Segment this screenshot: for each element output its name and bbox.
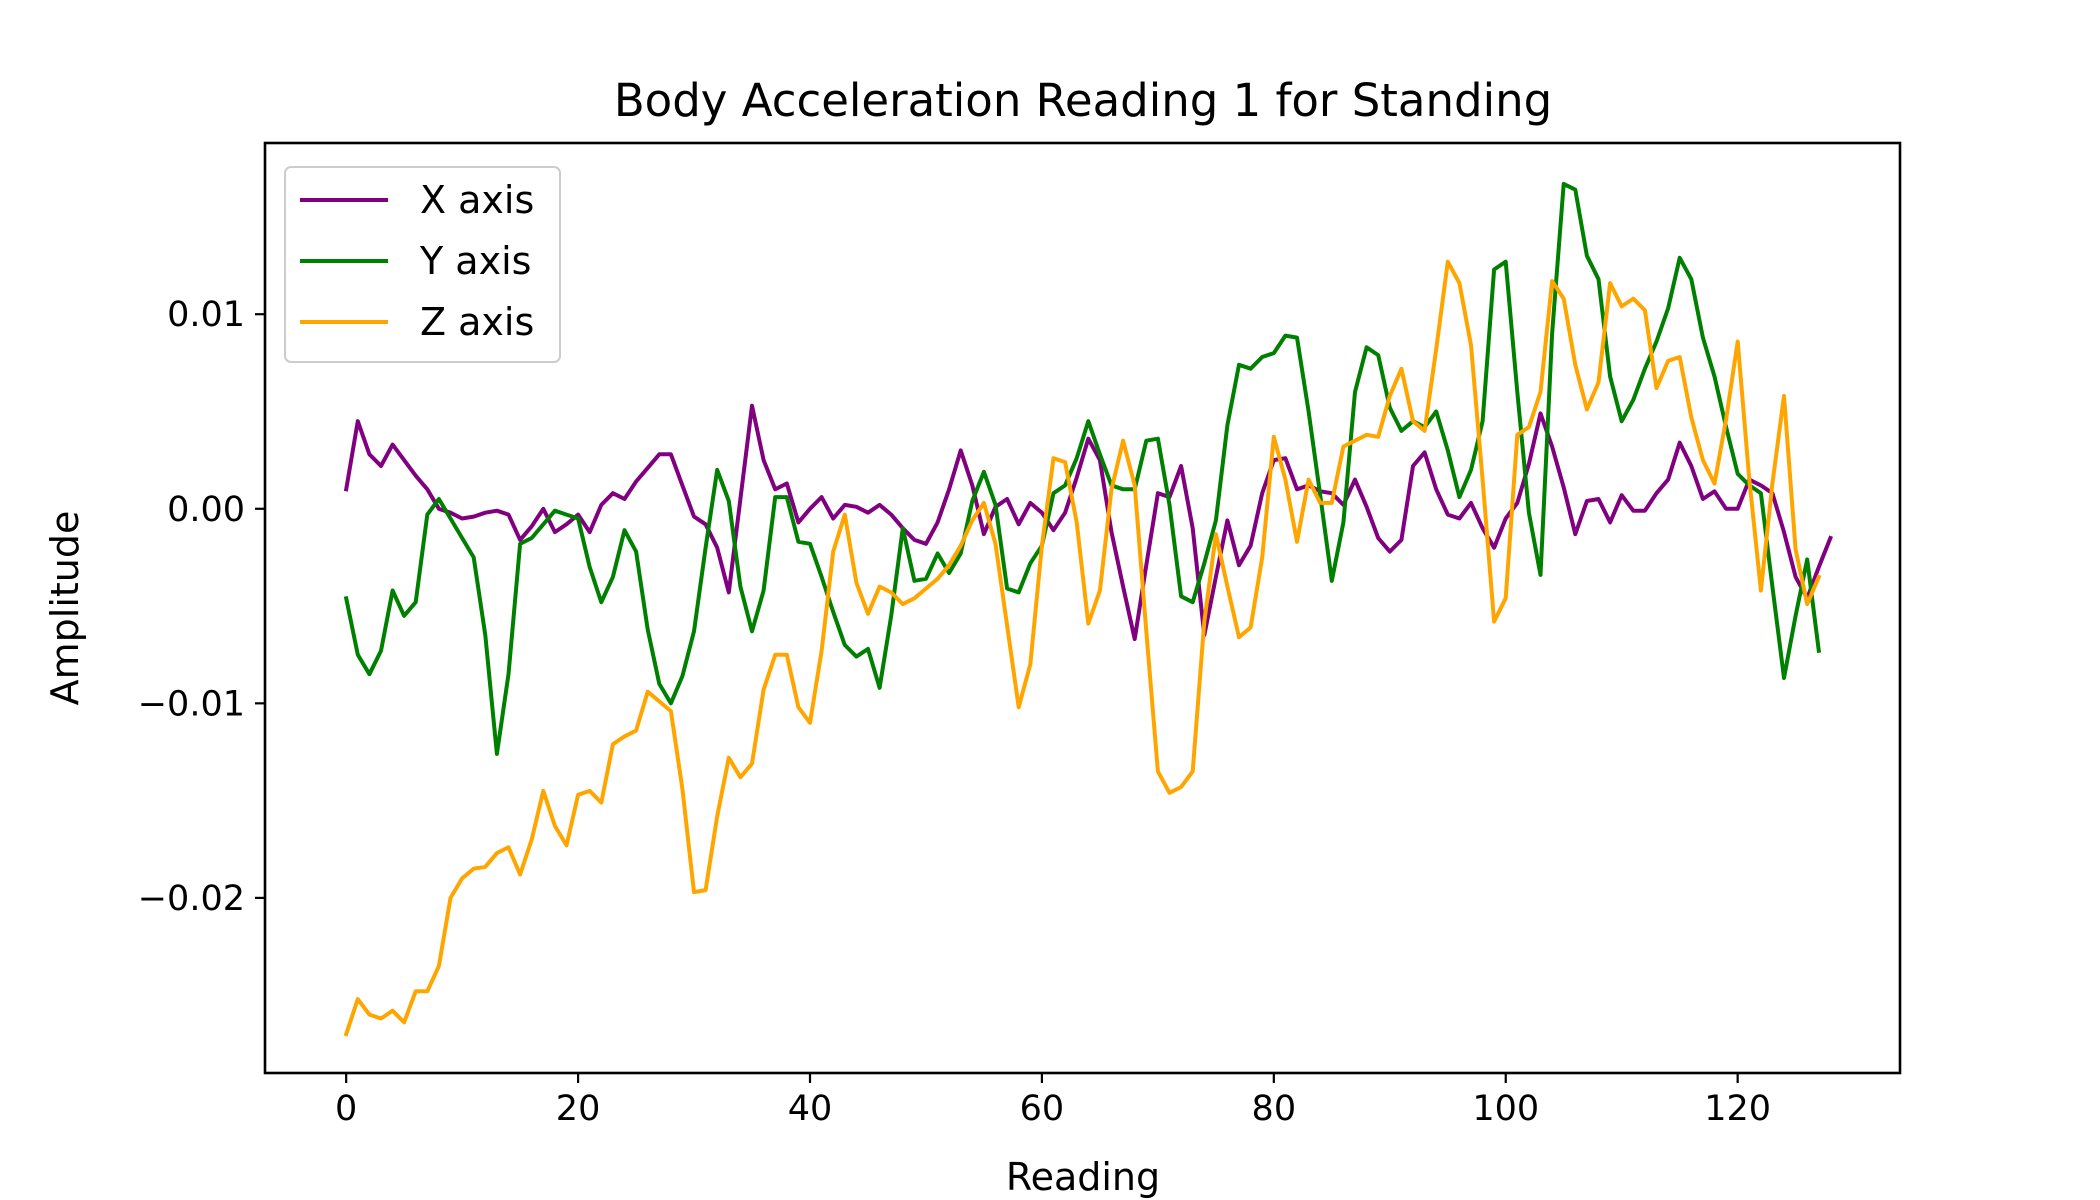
x-tick-label: 60 [1020,1089,1065,1129]
legend-label: Y axis [419,239,531,283]
y-tick-label: 0.00 [167,490,245,530]
x-tick-label: 100 [1472,1089,1539,1129]
legend: X axis Y axis Z axis [284,166,561,363]
series-line-y-axis [343,181,1822,756]
y-tick-label: −0.02 [138,879,245,919]
x-tick-label: 20 [556,1089,601,1129]
x-tick-label: 40 [788,1089,833,1129]
series-line-z-axis [343,259,1822,1037]
x-tick-label: 80 [1252,1089,1297,1129]
plot-frame [263,141,1902,1075]
x-tick-label: 0 [335,1089,357,1129]
x-axis-label: Reading [1006,1155,1160,1199]
chart-title: Body Acceleration Reading 1 for Standing [614,74,1552,127]
y-axis: −0.02 −0.01 0.00 0.01 [138,295,265,919]
y-axis-label: Amplitude [43,511,87,706]
x-tick-label: 120 [1704,1089,1771,1129]
y-tick-label: 0.01 [167,295,245,335]
y-tick-label: −0.01 [138,684,245,724]
series-layer [343,181,1833,1037]
series-line-x-axis [343,403,1833,642]
x-axis: 0 20 40 60 80 100 120 [335,1073,1771,1129]
legend-box [284,166,561,363]
legend-label: Z axis [420,300,534,344]
legend-label: X axis [420,178,534,222]
